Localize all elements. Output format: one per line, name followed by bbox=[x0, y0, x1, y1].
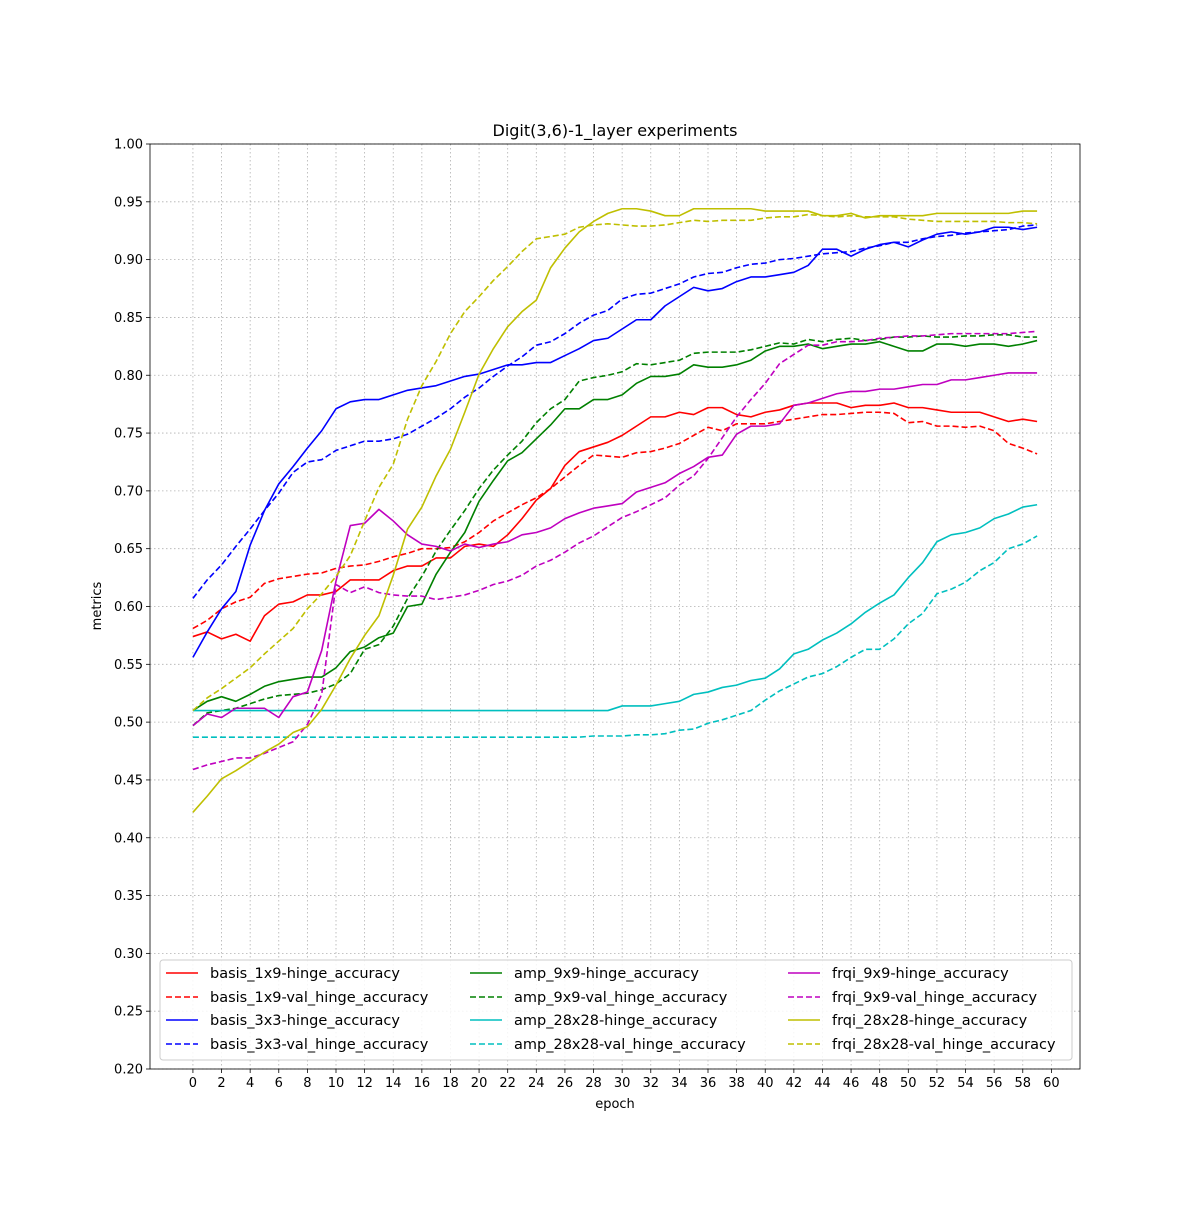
legend-label: frqi_9x9-val_hinge_accuracy bbox=[832, 990, 1038, 1006]
x-tick-label: 2 bbox=[217, 1076, 225, 1091]
y-tick-label: 0.20 bbox=[114, 1063, 143, 1078]
x-tick-label: 54 bbox=[957, 1076, 974, 1091]
y-tick-label: 0.55 bbox=[114, 658, 143, 673]
x-tick-label: 16 bbox=[414, 1076, 431, 1091]
chart-title: Digit(3,6)-1_layer experiments bbox=[493, 121, 738, 141]
y-tick-label: 0.80 bbox=[114, 369, 143, 384]
x-tick-label: 58 bbox=[1014, 1076, 1031, 1091]
y-tick-label: 1.00 bbox=[114, 138, 143, 153]
legend-label: basis_1x9-val_hinge_accuracy bbox=[210, 990, 429, 1006]
x-tick-label: 38 bbox=[728, 1076, 745, 1091]
x-tick-label: 48 bbox=[871, 1076, 888, 1091]
series-line-basis_1x9-val_hinge_accuracy bbox=[192, 411, 1038, 630]
series-line-amp_9x9-hinge_accuracy bbox=[192, 339, 1038, 712]
x-tick-label: 42 bbox=[786, 1076, 803, 1091]
legend-label: basis_3x3-val_hinge_accuracy bbox=[210, 1037, 429, 1053]
series-group bbox=[192, 207, 1038, 813]
x-tick-label: 34 bbox=[671, 1076, 688, 1091]
x-tick-label: 52 bbox=[929, 1076, 946, 1091]
legend-label: basis_1x9-hinge_accuracy bbox=[210, 966, 400, 982]
series-line-frqi_9x9-hinge_accuracy bbox=[192, 372, 1038, 727]
x-tick-label: 32 bbox=[642, 1076, 659, 1091]
x-tick-label: 18 bbox=[442, 1076, 459, 1091]
x-tick-label: 24 bbox=[528, 1076, 545, 1091]
series-line-frqi_28x28-val_hinge_accuracy bbox=[192, 213, 1038, 712]
legend-label: amp_9x9-val_hinge_accuracy bbox=[514, 990, 728, 1006]
y-tick-label: 0.50 bbox=[114, 716, 143, 731]
axis-ticks: 0 2 4 6 8 10 12 14 16 18 20 22 24 26 28 30 32 34 36 38 40 42 4… bbox=[114, 138, 1060, 1092]
x-tick-label: 28 bbox=[585, 1076, 602, 1091]
y-tick-label: 0.35 bbox=[114, 889, 143, 904]
y-tick-label: 0.85 bbox=[114, 311, 143, 326]
legend-label: frqi_9x9-hinge_accuracy bbox=[832, 966, 1009, 982]
x-tick-label: 10 bbox=[328, 1076, 345, 1091]
legend-label: amp_28x28-hinge_accuracy bbox=[514, 1013, 718, 1029]
x-tick-label: 20 bbox=[471, 1076, 488, 1091]
x-tick-label: 56 bbox=[986, 1076, 1003, 1091]
x-tick-label: 0 bbox=[189, 1076, 197, 1091]
y-tick-label: 0.40 bbox=[114, 831, 143, 846]
x-tick-label: 8 bbox=[303, 1076, 311, 1091]
x-tick-label: 40 bbox=[757, 1076, 774, 1091]
legend-label: frqi_28x28-val_hinge_accuracy bbox=[832, 1037, 1056, 1053]
y-tick-label: 0.65 bbox=[114, 542, 143, 557]
series-line-amp_9x9-val_hinge_accuracy bbox=[192, 333, 1038, 727]
series-line-amp_28x28-hinge_accuracy bbox=[192, 503, 1038, 712]
series-line-amp_28x28-val_hinge_accuracy bbox=[192, 535, 1038, 738]
x-tick-label: 4 bbox=[246, 1076, 254, 1091]
x-tick-label: 22 bbox=[499, 1076, 516, 1091]
x-tick-label: 46 bbox=[843, 1076, 860, 1091]
x-tick-label: 30 bbox=[614, 1076, 631, 1091]
y-tick-label: 0.90 bbox=[114, 253, 143, 268]
y-tick-label: 0.45 bbox=[114, 773, 143, 788]
legend: basis_1x9-hinge_accuracy basis_1x9-val_hi… bbox=[159, 959, 1073, 1061]
x-tick-label: 44 bbox=[814, 1076, 831, 1091]
legend-label: basis_3x3-hinge_accuracy bbox=[210, 1013, 400, 1029]
series-line-frqi_28x28-hinge_accuracy bbox=[192, 207, 1038, 813]
y-axis-label: metrics bbox=[90, 581, 105, 630]
x-tick-label: 14 bbox=[385, 1076, 402, 1091]
y-tick-label: 0.60 bbox=[114, 600, 143, 615]
x-tick-label: 60 bbox=[1043, 1076, 1060, 1091]
legend-label: amp_28x28-val_hinge_accuracy bbox=[514, 1037, 746, 1053]
y-tick-label: 0.25 bbox=[114, 1005, 143, 1020]
x-axis-label: epoch bbox=[595, 1097, 635, 1112]
series-line-frqi_9x9-val_hinge_accuracy bbox=[192, 330, 1038, 771]
legend-label: frqi_28x28-hinge_accuracy bbox=[832, 1013, 1028, 1029]
y-tick-label: 0.70 bbox=[114, 484, 143, 499]
x-tick-label: 6 bbox=[275, 1076, 283, 1091]
x-tick-label: 36 bbox=[700, 1076, 717, 1091]
series-line-basis_3x3-val_hinge_accuracy bbox=[192, 224, 1038, 599]
x-tick-label: 12 bbox=[356, 1076, 373, 1091]
y-tick-label: 0.95 bbox=[114, 195, 143, 210]
x-tick-label: 26 bbox=[557, 1076, 574, 1091]
y-tick-label: 0.30 bbox=[114, 947, 143, 962]
x-tick-label: 50 bbox=[900, 1076, 917, 1091]
legend-label: amp_9x9-hinge_accuracy bbox=[514, 966, 699, 982]
legend-box bbox=[159, 959, 1073, 1061]
y-tick-label: 0.75 bbox=[114, 427, 143, 442]
